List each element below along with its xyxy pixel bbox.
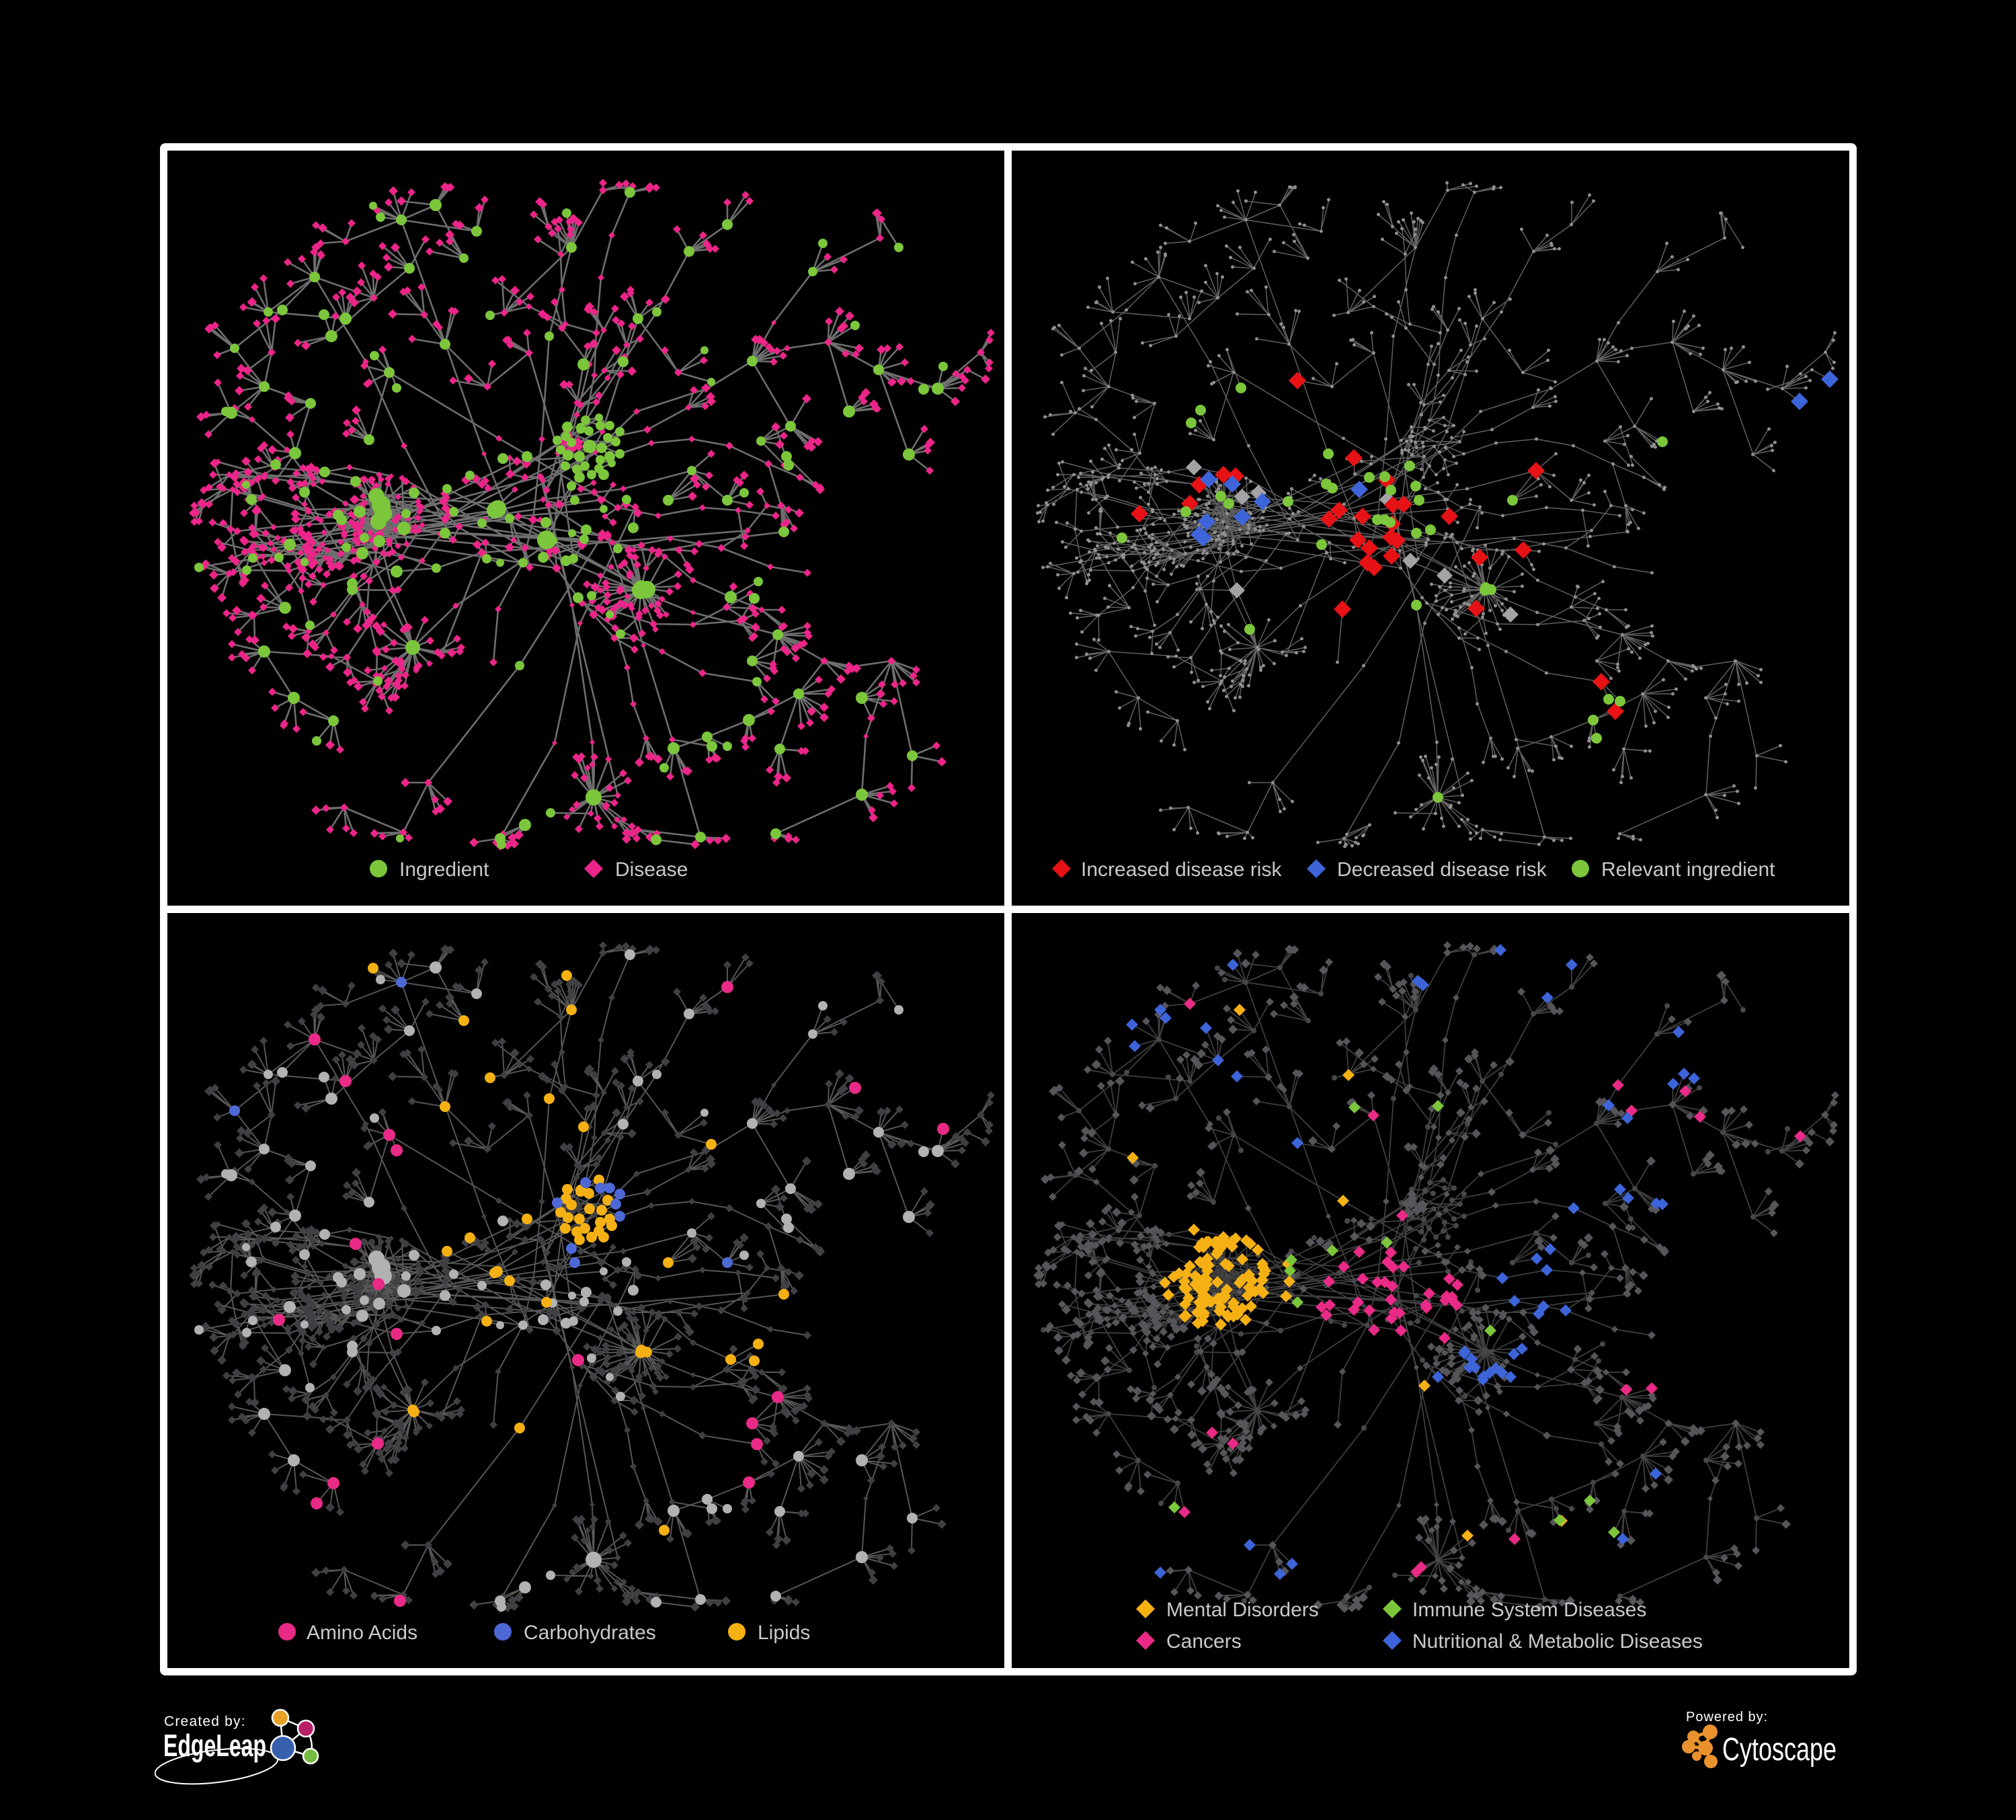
svg-text:Lipids: Lipids [758, 1622, 810, 1644]
svg-text:Relevant ingredient: Relevant ingredient [1601, 859, 1775, 881]
svg-text:Disease: Disease [615, 859, 688, 881]
svg-text:Mental Disorders: Mental Disorders [1166, 1599, 1319, 1621]
svg-text:Cytoscape: Cytoscape [1722, 1732, 1837, 1768]
svg-text:Cancers: Cancers [1166, 1630, 1242, 1653]
svg-text:Immune System Diseases: Immune System Diseases [1412, 1599, 1646, 1621]
svg-text:Carbohydrates: Carbohydrates [524, 1622, 656, 1644]
svg-text:Nutritional & Metabolic Diseas: Nutritional & Metabolic Diseases [1412, 1630, 1703, 1653]
svg-text:Ingredient: Ingredient [399, 859, 489, 881]
svg-text:Created by:: Created by: [164, 1714, 246, 1729]
svg-text:Amino Acids: Amino Acids [307, 1622, 417, 1644]
svg-text:Powered by:: Powered by: [1686, 1710, 1768, 1725]
svg-text:EdgeLeap: EdgeLeap [163, 1728, 266, 1763]
svg-text:Decreased disease risk: Decreased disease risk [1337, 859, 1547, 881]
svg-text:Increased disease risk: Increased disease risk [1081, 859, 1282, 881]
